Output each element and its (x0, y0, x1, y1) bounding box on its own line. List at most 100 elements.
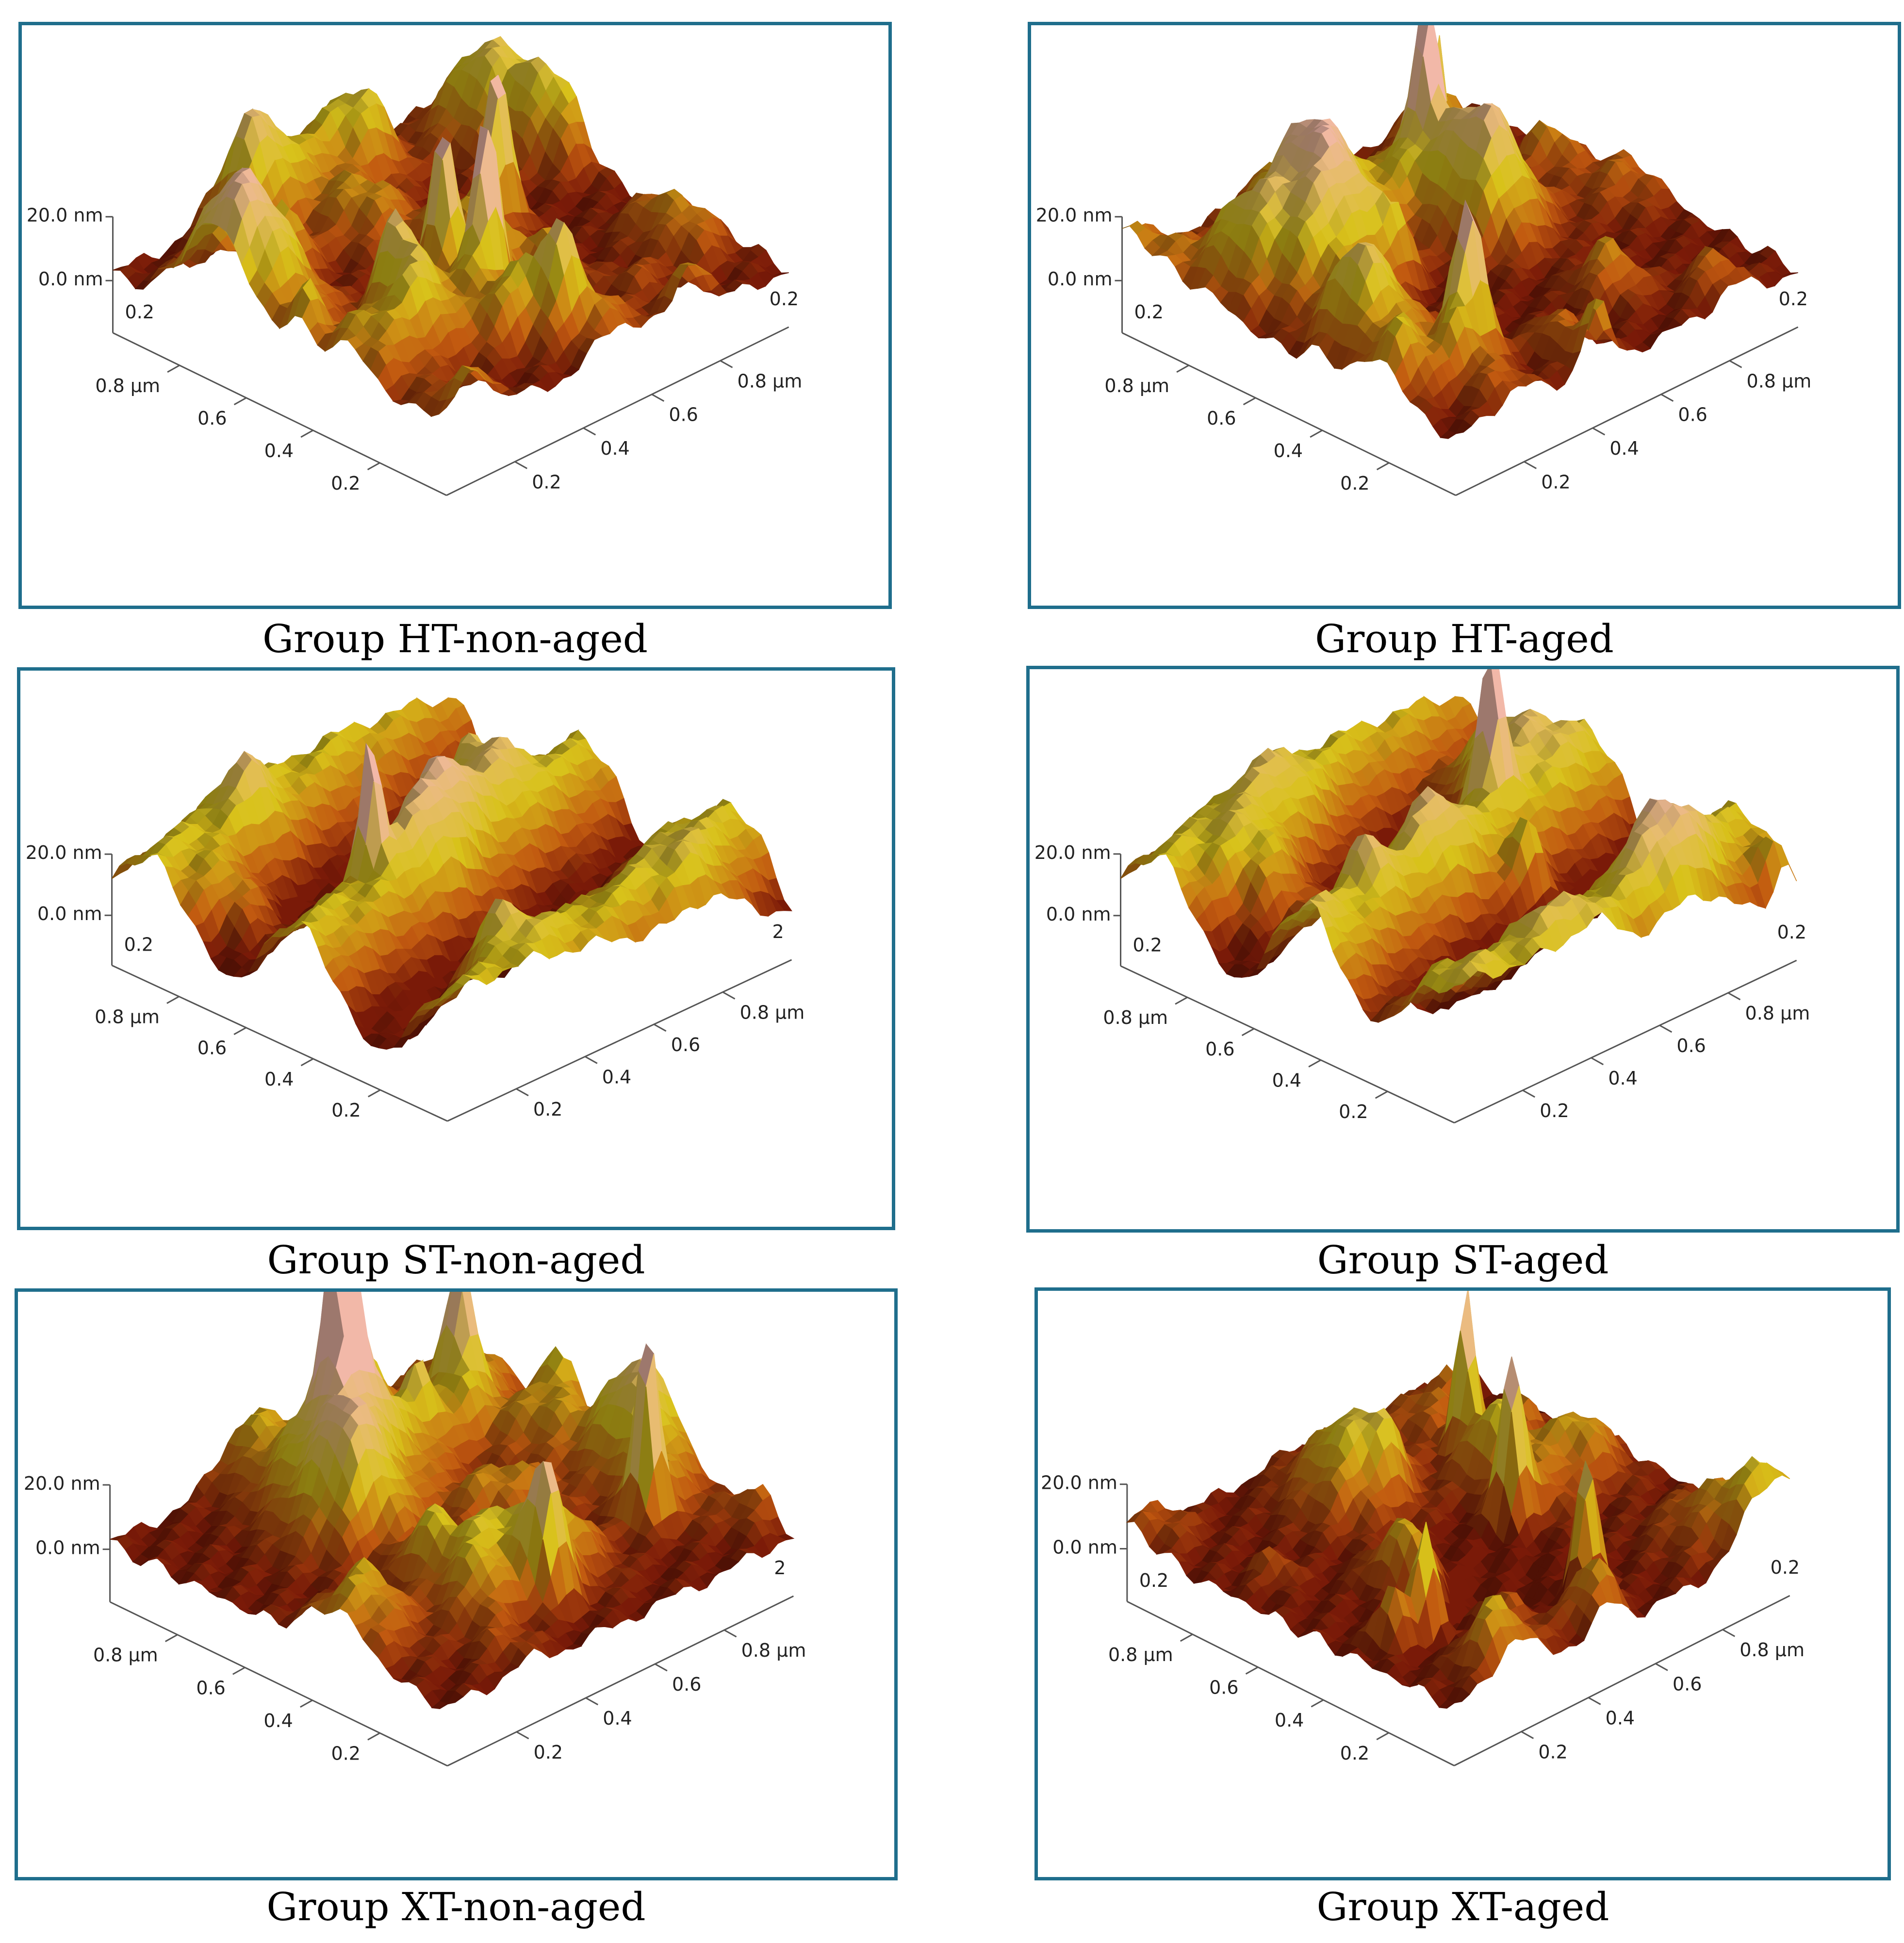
afm-panel: 20.0 nm 0.0 nm 0.8 μm 0.6 0.4 0.2 0.8 μm 0.6 0.4… (17, 667, 895, 1230)
edge-label: 0.2 (1134, 301, 1164, 323)
afm-panel: 20.0 nm 0.0 nm 0.8 μm 0.6 0.4 0.2 0.8 μm 0.6 0.4… (15, 1288, 898, 1880)
surface-plot: 20.0 nm 0.0 nm 0.8 μm 0.6 0.4 0.2 0.8 μm 0.6 0.4… (26, 697, 804, 1122)
edge-label: 0.2 (125, 301, 154, 323)
y-tick (514, 461, 527, 469)
edge-label: 0.2 (770, 288, 799, 310)
y-tick-label: 0.2 (1540, 1100, 1569, 1121)
z-tick-label: 20.0 nm (24, 1473, 100, 1494)
y-tick (720, 360, 733, 368)
x-tick-label: 0.4 (264, 1069, 294, 1090)
x-tick-label: 0.4 (264, 440, 294, 461)
panel-caption: Group XT-aged (1316, 1884, 1609, 1929)
y-tick (722, 991, 736, 1000)
y-tick-label: 0.2 (532, 471, 561, 493)
afm-surface (1122, 25, 1798, 439)
surface-plot: 20.0 nm 0.0 nm 0.8 μm 0.6 0.4 0.2 0.8 μm 0.6 0.4… (24, 1292, 806, 1767)
x-tick-label: 0.2 (331, 1743, 360, 1764)
panel-caption: Group HT-aged (1315, 616, 1614, 661)
z-tick-label: 20.0 nm (1034, 842, 1111, 863)
x-tick (1375, 1090, 1388, 1099)
y-tick (1588, 1697, 1601, 1705)
y-tick-label: 0.4 (1606, 1707, 1635, 1729)
surface-plot: 20.0 nm 0.0 nm 0.8 μm 0.6 0.4 0.2 0.8 μm 0.6 0.4… (27, 36, 803, 496)
x-tick-label: 0.6 (1209, 1677, 1238, 1698)
y-tick-label: 0.8 μm (738, 370, 803, 392)
x-axis (1120, 965, 1455, 1124)
x-tick (1376, 462, 1390, 471)
afm-surface (1120, 669, 1797, 1023)
y-axis (1454, 1595, 1790, 1766)
y-tick-label: 0.4 (603, 1708, 632, 1729)
z-tick-label: 20.0 nm (26, 842, 102, 863)
z-tick-label: 0.0 nm (1048, 268, 1113, 290)
x-tick-label: 0.8 μm (1108, 1644, 1173, 1665)
afm-surface (111, 697, 792, 1050)
edge-label: 0.2 (1139, 1570, 1168, 1591)
x-tick (1175, 996, 1188, 1005)
y-axis (447, 1595, 794, 1767)
y-tick (653, 1023, 667, 1032)
x-tick (233, 397, 247, 406)
y-tick (651, 394, 665, 402)
y-tick-label: 0.4 (1609, 438, 1639, 459)
y-axis (1455, 326, 1799, 496)
x-tick-label: 0.4 (1274, 440, 1303, 461)
y-tick-label: 0.6 (1673, 1673, 1702, 1695)
x-tick (1311, 1699, 1324, 1708)
x-tick (367, 462, 380, 471)
panel-caption: Group HT-non-aged (262, 616, 648, 661)
x-tick-label: 0.2 (331, 1100, 361, 1121)
y-tick-label: 0.6 (1678, 404, 1707, 426)
x-tick-label: 0.4 (1275, 1710, 1304, 1731)
y-tick-label: 0.6 (671, 1034, 700, 1055)
y-tick (583, 427, 596, 436)
y-tick (1522, 1089, 1535, 1098)
y-tick-label: 0.4 (1608, 1068, 1637, 1089)
y-axis (1454, 959, 1797, 1124)
y-tick (1722, 1629, 1736, 1637)
y-tick (1659, 1024, 1673, 1033)
y-tick (1655, 1663, 1668, 1671)
y-tick-label: 0.2 (533, 1099, 562, 1120)
x-tick-label: 0.8 μm (1103, 1007, 1168, 1028)
x-tick (166, 996, 180, 1004)
x-tick-label: 0.8 μm (95, 375, 160, 396)
x-tick (1376, 1732, 1389, 1741)
x-axis (111, 965, 448, 1122)
x-tick-label: 0.6 (197, 408, 227, 429)
y-tick-label: 0.2 (1538, 1741, 1567, 1762)
x-tick (300, 1058, 314, 1067)
x-tick-label: 0.8 μm (1104, 375, 1169, 396)
afm-panel: 20.0 nm 0.0 nm 0.8 μm 0.6 0.4 0.2 0.8 μm 0.6 0.4… (1028, 22, 1901, 609)
y-tick (1521, 1731, 1534, 1739)
y-tick (1591, 1057, 1604, 1066)
z-tick-label: 0.0 nm (1052, 1537, 1117, 1558)
x-tick (1241, 1028, 1255, 1037)
y-tick-label: 0.8 μm (1745, 1003, 1810, 1024)
afm-surface (1126, 1291, 1790, 1709)
y-tick-label: 0.8 μm (1747, 370, 1812, 392)
edge-label: 2 (772, 921, 784, 942)
z-tick-label: 20.0 nm (1036, 205, 1113, 226)
x-tick (368, 1089, 381, 1098)
y-tick-label: 0.8 μm (741, 1640, 806, 1661)
edge-label: 2 (774, 1557, 786, 1579)
y-tick (1592, 427, 1606, 436)
x-tick (300, 1699, 313, 1708)
y-tick-label: 0.6 (1676, 1035, 1706, 1056)
panel-caption: Group ST-aged (1317, 1237, 1609, 1283)
x-tick-label: 0.6 (196, 1677, 225, 1698)
x-tick-label: 0.2 (1340, 473, 1369, 494)
y-tick (1729, 360, 1742, 368)
x-tick-label: 0.8 μm (93, 1645, 158, 1666)
x-tick-label: 0.2 (331, 473, 360, 494)
x-axis (1121, 332, 1456, 496)
x-tick (164, 1634, 178, 1643)
surface-plot: 20.0 nm 0.0 nm 0.8 μm 0.6 0.4 0.2 0.8 μm 0.6 0.4… (1041, 1291, 1805, 1766)
x-tick (233, 1027, 246, 1036)
x-tick-label: 0.6 (1207, 408, 1236, 429)
x-tick-label: 0.6 (197, 1037, 227, 1059)
x-tick (1308, 1059, 1321, 1068)
x-tick-label: 0.2 (1340, 1743, 1369, 1764)
x-tick (1310, 429, 1323, 438)
